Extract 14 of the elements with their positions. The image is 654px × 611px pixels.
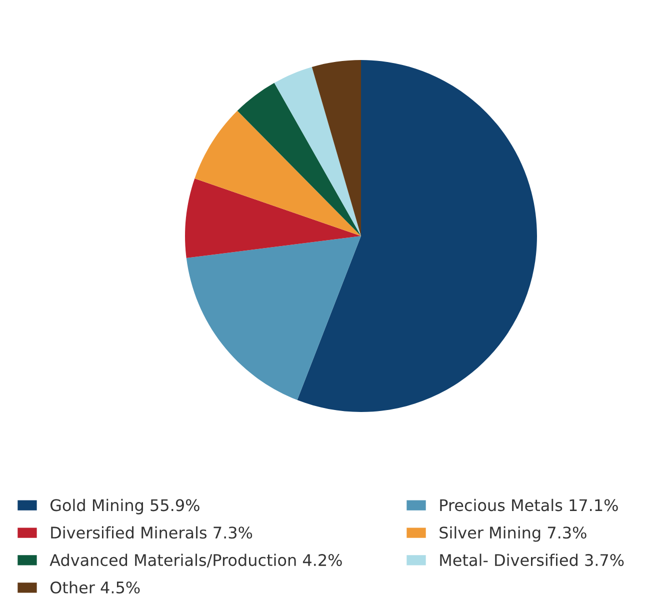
legend-label: Other 4.5% [50,581,140,594]
legend-label: Diversified Minerals 7.3% [51,526,252,539]
legend-label: Metal- Diversified 3.7% [440,554,624,566]
pie-slice [186,236,361,400]
pie-slice [237,82,361,236]
legend-label: Advanced Materials/Production 4.2% [50,554,342,568]
pie-slice [194,110,361,236]
pie-slice [274,66,361,236]
legend-label: Gold Mining 55.9% [50,498,200,514]
pie-slice [312,60,361,236]
legend-label: Precious Metals 17.1% [440,498,618,512]
pie-slice [297,60,537,412]
pie-slice [185,178,361,258]
legend-label: Silver Mining 7.3% [440,526,586,542]
